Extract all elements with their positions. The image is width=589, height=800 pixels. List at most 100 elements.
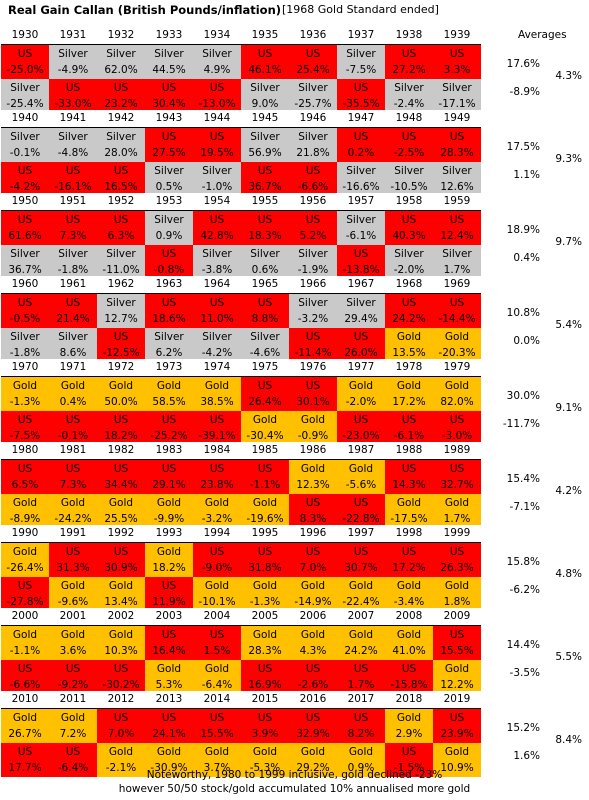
year-cell: 2018 — [385, 691, 433, 709]
year-cell: 1989 — [433, 442, 481, 460]
asset-label: US — [193, 211, 241, 228]
asset-label: Gold — [241, 743, 289, 760]
asset-label: US — [385, 211, 433, 228]
asset-label: US — [49, 211, 97, 228]
return-value: 12.7% — [97, 311, 145, 328]
asset-label: Silver — [241, 79, 289, 96]
asset-label: US — [49, 411, 97, 428]
footer-line-1: Noteworthy, 1980 to 1999 inclusive, gold… — [0, 768, 589, 782]
asset-label: Gold — [193, 743, 241, 760]
return-value: 12.3% — [289, 477, 337, 494]
return-value: -6.1% — [337, 228, 385, 245]
return-value: -4.9% — [49, 62, 97, 79]
year-cell: 1935 — [241, 27, 289, 45]
return-value: -9.0% — [193, 560, 241, 577]
average-bottom: 0.0% — [496, 335, 540, 347]
asset-label: Silver — [433, 245, 481, 262]
return-value: 21.4% — [49, 311, 97, 328]
average-combined: 8.4% — [538, 734, 582, 746]
return-value: 6.3% — [97, 228, 145, 245]
year-cell: 1948 — [385, 110, 433, 128]
year-cell: 2017 — [337, 691, 385, 709]
asset-label: US — [193, 294, 241, 311]
asset-label: Gold — [241, 411, 289, 428]
year-cell: 1936 — [289, 27, 337, 45]
year-cell: 1966 — [289, 276, 337, 294]
asset-label: US — [97, 460, 145, 477]
asset-label: Gold — [49, 709, 97, 726]
asset-label: Gold — [289, 743, 337, 760]
year-cell: 2019 — [433, 691, 481, 709]
asset-label: US — [289, 494, 337, 511]
asset-label: Gold — [145, 543, 193, 560]
asset-label: Gold — [385, 709, 433, 726]
asset-label: US — [289, 211, 337, 228]
asset-label: US — [385, 543, 433, 560]
asset-label: Gold — [97, 494, 145, 511]
asset-label: US — [385, 45, 433, 62]
asset-label: Gold — [193, 660, 241, 677]
asset-label: Gold — [337, 460, 385, 477]
asset-label: US — [193, 543, 241, 560]
year-cell: 1944 — [193, 110, 241, 128]
year-cell: 2002 — [97, 608, 145, 626]
asset-label: US — [1, 45, 49, 62]
asset-label: US — [289, 543, 337, 560]
year-cell: 1943 — [145, 110, 193, 128]
title-bar: Real Gain Callan (British Pounds/inflati… — [0, 0, 589, 20]
return-value: 34.4% — [97, 477, 145, 494]
asset-label: US — [145, 411, 193, 428]
asset-label: US — [337, 494, 385, 511]
asset-label: US — [241, 543, 289, 560]
asset-label: US — [337, 128, 385, 145]
asset-label: US — [1, 577, 49, 594]
asset-label: US — [145, 460, 193, 477]
year-cell: 1987 — [337, 442, 385, 460]
asset-label: Gold — [337, 377, 385, 394]
year-cell: 1981 — [49, 442, 97, 460]
asset-label: Gold — [337, 743, 385, 760]
return-value: 56.9% — [241, 145, 289, 162]
average-top: 15.8% — [496, 556, 540, 568]
average-top: 15.2% — [496, 722, 540, 734]
year-cell: 1947 — [337, 110, 385, 128]
average-combined: 4.2% — [538, 485, 582, 497]
footer-line-2: however 50/50 stock/gold accumulated 10%… — [0, 782, 589, 796]
return-value: 40.3% — [385, 228, 433, 245]
year-cell: 1946 — [289, 110, 337, 128]
asset-label: Silver — [1, 245, 49, 262]
asset-label: Gold — [1, 494, 49, 511]
return-value: 26.3% — [433, 560, 481, 577]
return-value: 26.7% — [1, 726, 49, 743]
asset-label: Silver — [1, 128, 49, 145]
return-value: 2.9% — [385, 726, 433, 743]
return-value: 24.1% — [145, 726, 193, 743]
asset-label: Gold — [289, 626, 337, 643]
year-cell: 1955 — [241, 193, 289, 211]
year-cell: 1941 — [49, 110, 97, 128]
asset-label: US — [145, 245, 193, 262]
return-value: 24.2% — [385, 311, 433, 328]
asset-label: Silver — [289, 79, 337, 96]
return-value: 24.2% — [337, 643, 385, 660]
year-cell: 2006 — [289, 608, 337, 626]
return-value: 44.5% — [145, 62, 193, 79]
year-cell: 1974 — [193, 359, 241, 377]
asset-label: US — [289, 162, 337, 179]
asset-label: US — [145, 294, 193, 311]
asset-label: Silver — [337, 211, 385, 228]
year-cell: 1930 — [1, 27, 49, 45]
average-bottom: -11.7% — [496, 418, 540, 430]
return-value: 25.4% — [289, 62, 337, 79]
asset-label: US — [337, 543, 385, 560]
return-value: 18.3% — [241, 228, 289, 245]
asset-label: US — [49, 543, 97, 560]
asset-label: US — [241, 45, 289, 62]
average-bottom: 0.4% — [496, 252, 540, 264]
year-cell: 1986 — [289, 442, 337, 460]
asset-label: Gold — [385, 577, 433, 594]
asset-label: Gold — [193, 494, 241, 511]
asset-label: US — [49, 162, 97, 179]
return-value: 46.1% — [241, 62, 289, 79]
asset-label: US — [193, 709, 241, 726]
